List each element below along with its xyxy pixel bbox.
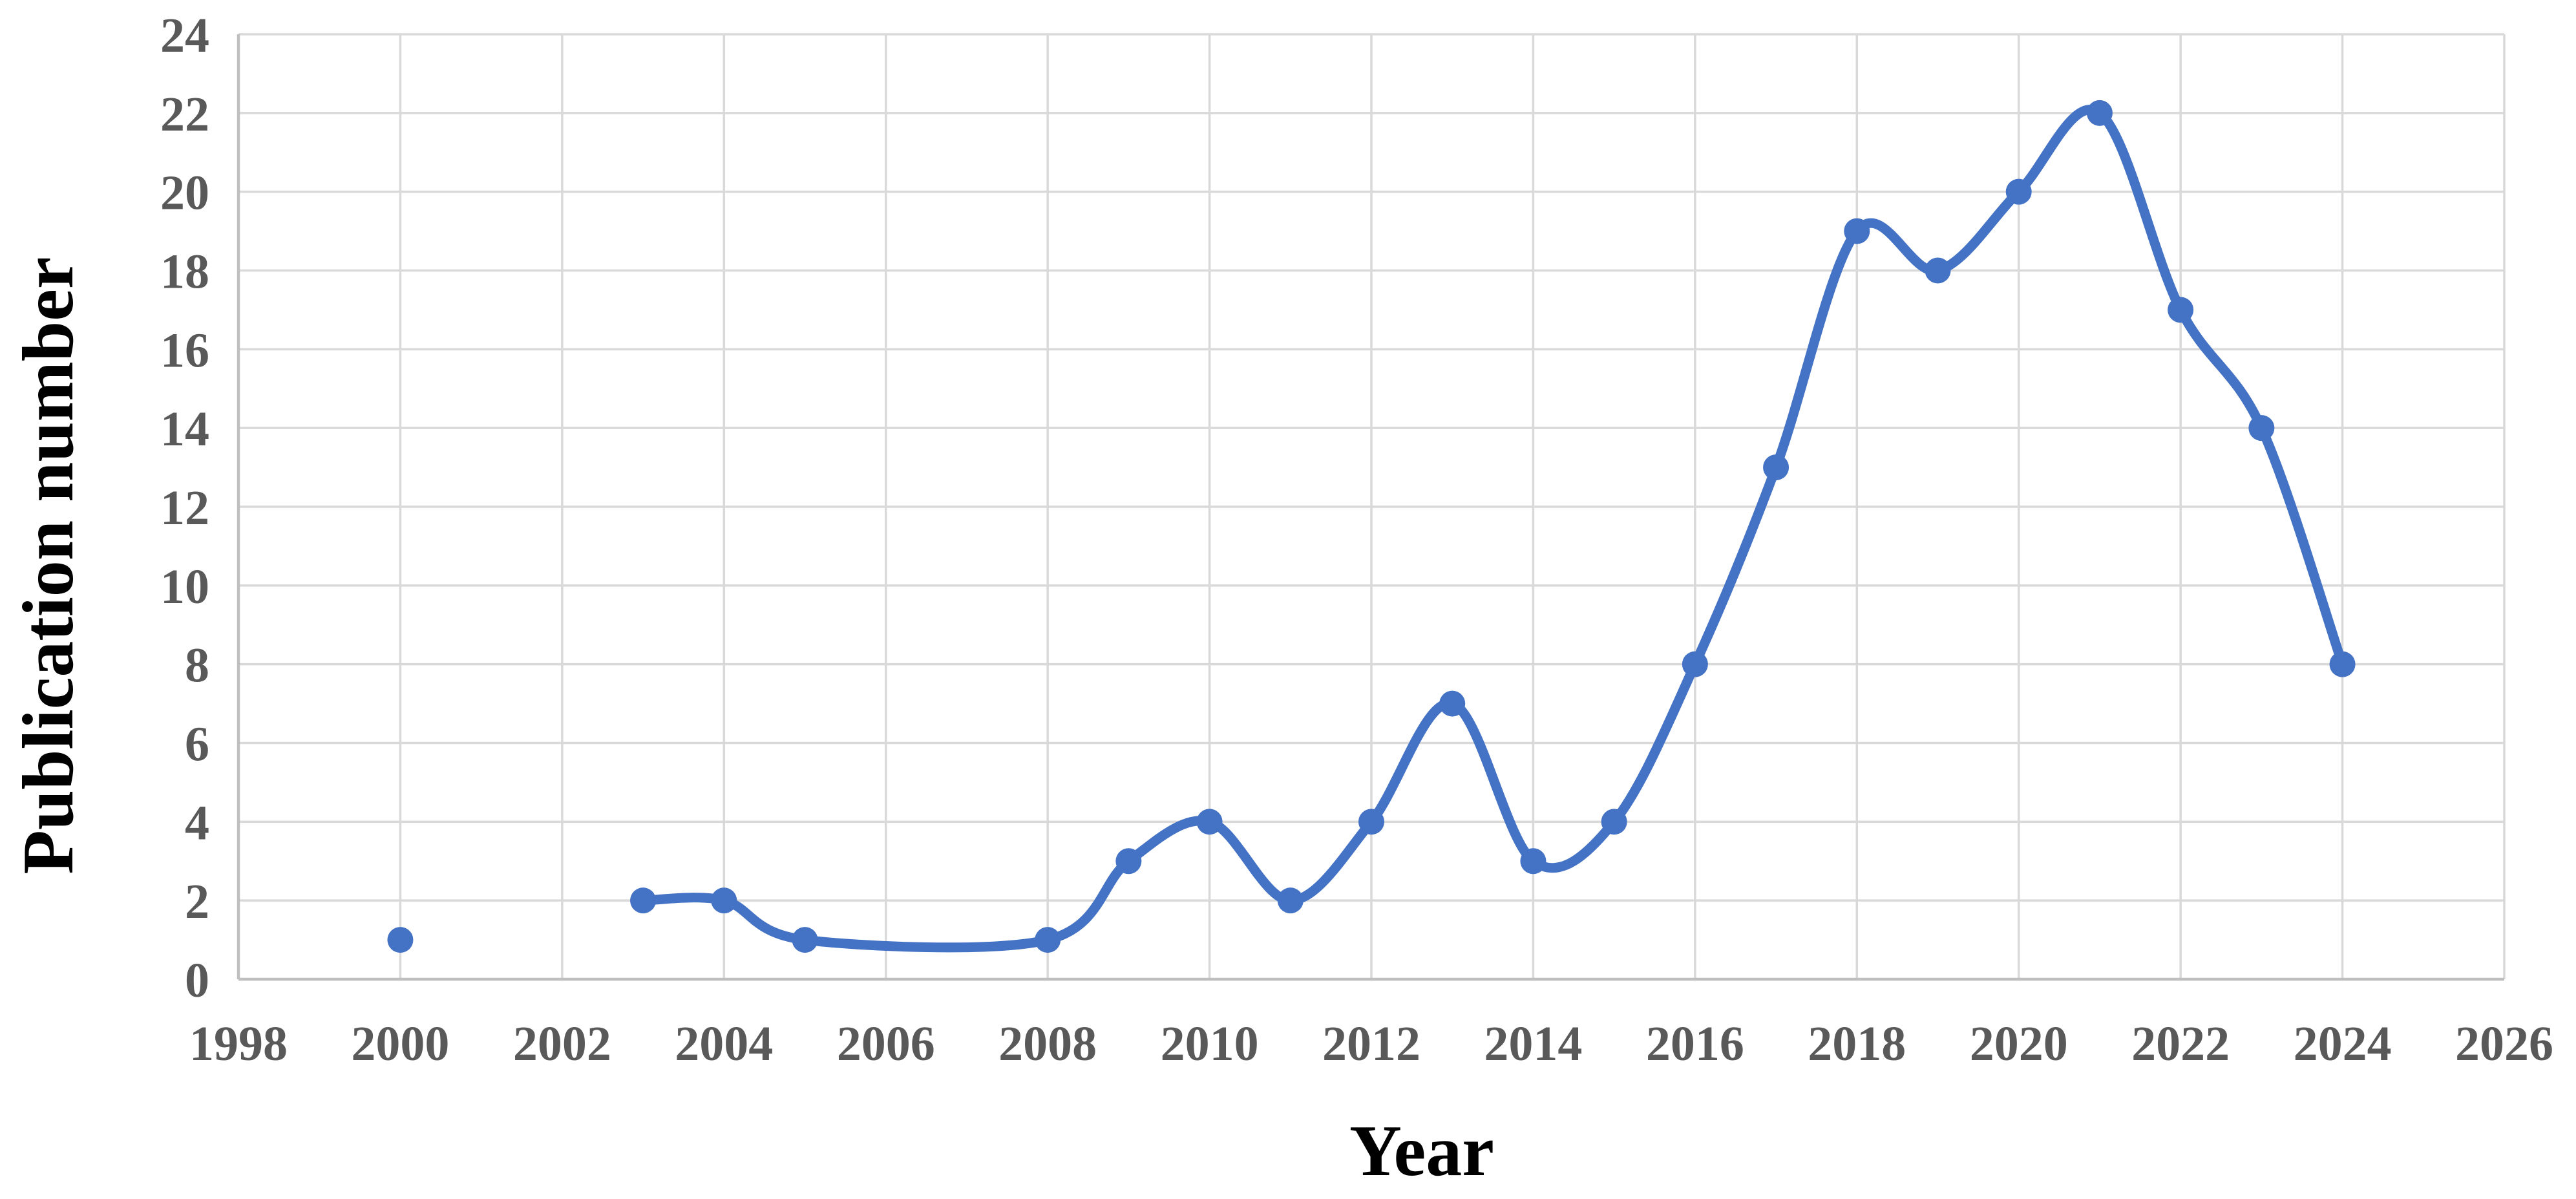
x-tick-label: 2014 [1484,1017,1582,1071]
data-point-marker [1035,927,1061,953]
y-tick-label: 12 [160,481,209,535]
x-tick-label: 2002 [513,1017,611,1071]
gridlines [238,33,2506,979]
y-tick-label: 2 [185,875,209,929]
data-point-marker [630,887,657,914]
data-series [387,100,2356,953]
data-point-marker [1682,651,1708,677]
x-tick-label: 2020 [1970,1017,2068,1071]
data-point-marker [1925,257,1951,284]
y-tick-label: 22 [160,87,209,142]
y-tick-label: 4 [185,796,209,850]
x-tick-label: 2018 [1808,1017,1906,1071]
data-point-marker [1358,809,1384,835]
data-point-marker [1196,809,1223,835]
data-point-marker [1277,887,1304,914]
x-tick-label: 2010 [1161,1017,1259,1071]
data-point-marker [1844,218,1870,244]
data-point-marker [2248,415,2275,441]
data-point-marker [711,887,737,914]
x-tick-label: 2024 [2294,1017,2392,1071]
data-point-marker [1115,848,1142,875]
data-point-marker [2005,178,2032,205]
y-tick-label: 18 [160,245,209,299]
y-tick-label: 16 [160,323,209,377]
data-point-marker [1520,848,1547,875]
x-tick-label: 1998 [189,1017,288,1071]
x-tick-label: 2012 [1322,1017,1420,1071]
x-axis-tick-labels: 1998 2000 2002 2004 2006 2008 2010 2012 2014 2016… [189,1017,2553,1071]
y-axis-title: Publication number [8,257,89,874]
x-tick-label: 2022 [2131,1017,2230,1071]
data-point-marker [387,927,414,953]
y-tick-label: 24 [160,8,209,63]
data-point-marker [1763,454,1789,481]
x-tick-label: 2006 [837,1017,935,1071]
data-point-marker [2168,297,2194,323]
data-point-marker [1439,690,1466,717]
y-tick-label: 8 [185,639,209,693]
data-point-marker [2086,100,2113,126]
y-tick-label: 0 [185,953,209,1008]
y-tick-label: 10 [160,560,209,614]
data-point-marker [1601,809,1627,835]
x-tick-label: 2008 [998,1017,1097,1071]
x-tick-label: 2004 [675,1017,773,1071]
x-axis-title: Year [1349,1111,1494,1191]
y-tick-label: 14 [160,402,209,456]
y-tick-label: 20 [160,166,209,220]
data-point-marker [792,927,818,953]
x-tick-label: 2000 [351,1017,449,1071]
x-tick-label: 2026 [2455,1017,2553,1071]
y-tick-label: 6 [185,717,209,772]
data-point-marker [2329,651,2356,677]
axes [237,34,2504,981]
x-tick-label: 2016 [1646,1017,1744,1071]
